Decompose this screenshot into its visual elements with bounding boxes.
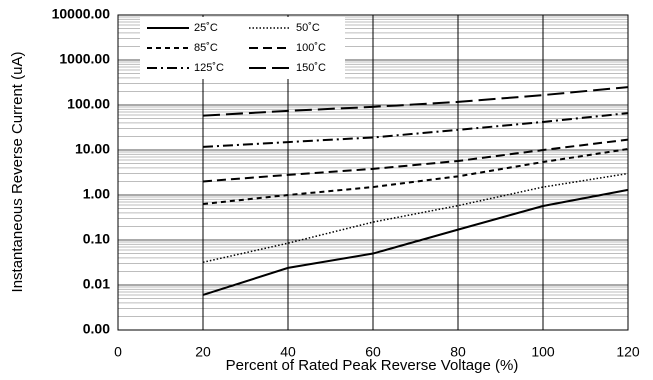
legend-label: 50˚C [296,22,320,34]
series-line [202,172,629,264]
y-tick-label: 0.00 [83,321,110,337]
x-tick-label: 60 [365,344,381,360]
legend-label: 100˚C [296,42,326,54]
x-axis-label: Percent of Rated Peak Reverse Voltage (%… [226,357,519,374]
plot-frame [117,14,629,331]
x-tick-label: 40 [280,344,296,360]
x-tick-label: 100 [531,344,555,360]
y-tick-label: 10.00 [75,141,110,157]
y-axis-label: Instantaneous Reverse Current (uA) [9,52,26,293]
y-tick-label: 0.10 [83,231,110,247]
legend-label: 125˚C [194,62,224,74]
y-tick-label: 100.00 [67,96,110,112]
x-tick-label: 120 [616,344,640,360]
legend-label: 85˚C [194,42,218,54]
series-line [202,112,629,148]
x-tick-label: 20 [195,344,211,360]
y-tick-label: 1000.00 [59,51,110,67]
y-tick-label: 0.01 [83,276,110,292]
series-line [202,138,629,183]
y-tick-label: 1.00 [83,186,110,202]
x-tick-label: 80 [450,344,466,360]
series-line [202,86,629,117]
series-line [202,188,629,296]
legend-label: 25˚C [194,22,218,34]
legend-label: 150˚C [296,62,326,74]
x-tick-label: 0 [114,344,122,360]
y-tick-label: 10000.00 [52,6,111,22]
